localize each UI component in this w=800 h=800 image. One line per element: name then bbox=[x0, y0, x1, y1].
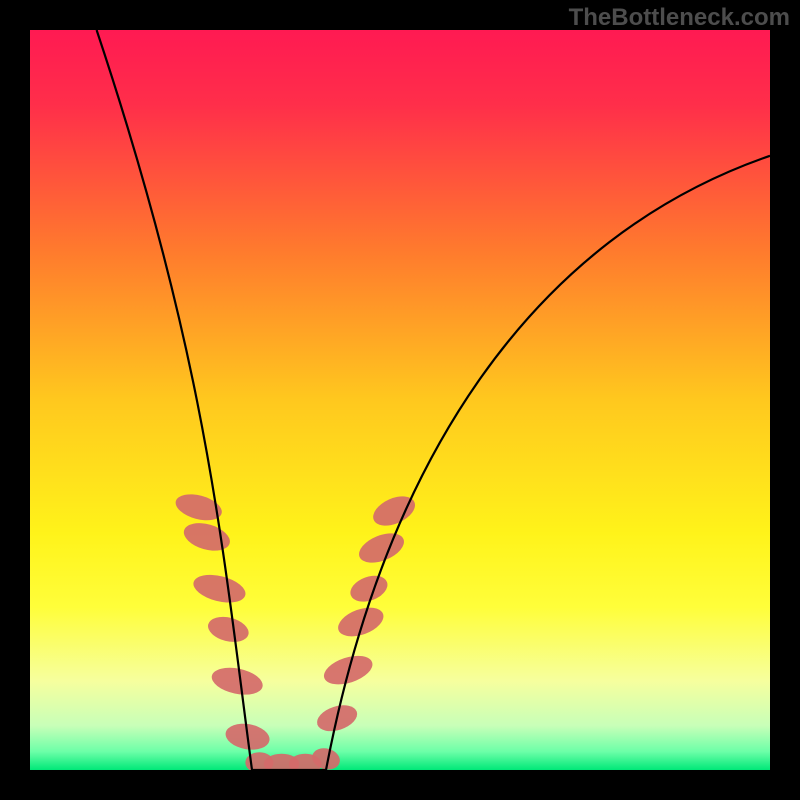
watermark-text: TheBottleneck.com bbox=[569, 4, 790, 32]
bottleneck-plot bbox=[30, 30, 770, 770]
gradient-background bbox=[30, 30, 770, 770]
chart-container: TheBottleneck.com bbox=[0, 0, 800, 800]
